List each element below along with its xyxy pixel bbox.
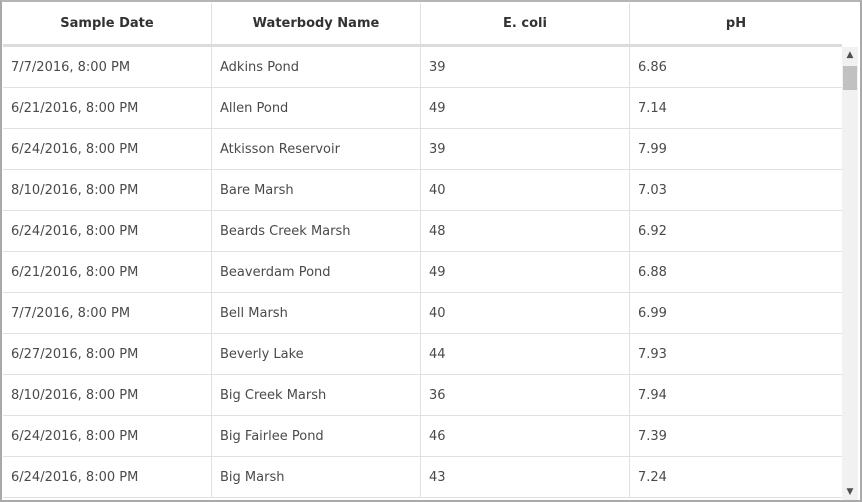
column-header-sample-date[interactable]: Sample Date (3, 3, 212, 44)
column-header-e-coli[interactable]: E. coli (421, 3, 630, 44)
cell-ph: 7.94 (638, 387, 667, 403)
cell-ph: 6.86 (638, 59, 667, 75)
table-body: 7/7/2016, 8:00 PM Adkins Pond 39 6.86 6/21/2… (3, 47, 842, 500)
cell-sample-date: 6/24/2016, 8:00 PM (3, 457, 212, 497)
cell-sample-date: 8/10/2016, 8:00 PM (3, 375, 212, 415)
cell-sample-date: 7/7/2016, 8:00 PM (3, 47, 212, 87)
cell-ph: 6.88 (638, 264, 667, 280)
cell-waterbody-name: Beards Creek Marsh (212, 211, 421, 251)
cell-sample-date: 8/10/2016, 8:00 PM (3, 170, 212, 210)
cell-e-coli: 36 (421, 375, 630, 415)
table-row[interactable]: 6/27/2016, 8:00 PM Beverly Lake 44 7.93 (3, 334, 842, 375)
table-row[interactable]: 6/24/2016, 8:00 PM Big Marsh 43 7.24 (3, 457, 842, 498)
cell-sample-date: 7/7/2016, 8:00 PM (3, 293, 212, 333)
cell-e-coli: 40 (421, 170, 630, 210)
cell-e-coli: 46 (421, 416, 630, 456)
cell-sample-date: 6/27/2016, 8:00 PM (3, 334, 212, 374)
cell-sample-date: 6/21/2016, 8:00 PM (3, 252, 212, 292)
chevron-down-icon[interactable]: ▼ (846, 487, 854, 497)
table-header: Sample Date Waterbody Name E. coli pH (3, 3, 842, 47)
cell-ph: 7.14 (638, 100, 667, 116)
scrollbar-thumb[interactable] (843, 66, 857, 90)
table-row[interactable]: 8/10/2016, 8:00 PM Bare Marsh 40 7.03 (3, 170, 842, 211)
cell-waterbody-name: Adkins Pond (212, 47, 421, 87)
cell-waterbody-name: Big Creek Marsh (212, 375, 421, 415)
cell-e-coli: 43 (421, 457, 630, 497)
cell-e-coli: 49 (421, 88, 630, 128)
cell-waterbody-name: Big Fairlee Pond (212, 416, 421, 456)
cell-e-coli: 49 (421, 252, 630, 292)
table-row[interactable]: 6/24/2016, 8:00 PM Atkisson Reservoir 39 7.… (3, 129, 842, 170)
cell-ph: 7.93 (638, 346, 667, 362)
table-row[interactable]: 6/24/2016, 8:00 PM Beards Creek Marsh 48 6.… (3, 211, 842, 252)
column-header-ph[interactable]: pH (725, 16, 747, 31)
cell-sample-date: 6/21/2016, 8:00 PM (3, 88, 212, 128)
cell-sample-date: 6/24/2016, 8:00 PM (3, 129, 212, 169)
cell-e-coli: 40 (421, 293, 630, 333)
cell-waterbody-name: Atkisson Reservoir (212, 129, 421, 169)
cell-ph: 6.92 (638, 223, 667, 239)
table-row[interactable]: 8/10/2016, 8:00 PM Big Creek Marsh 36 7.94 (3, 375, 842, 416)
cell-sample-date: 6/24/2016, 8:00 PM (3, 211, 212, 251)
cell-e-coli: 48 (421, 211, 630, 251)
chevron-up-icon[interactable]: ▲ (846, 50, 854, 60)
table-row[interactable]: 7/7/2016, 8:00 PM Adkins Pond 39 6.86 (3, 47, 842, 88)
table-row[interactable]: 7/7/2016, 8:00 PM Bell Marsh 40 6.99 (3, 293, 842, 334)
cell-waterbody-name: Beaverdam Pond (212, 252, 421, 292)
cell-e-coli: 44 (421, 334, 630, 374)
cell-ph: 7.99 (638, 141, 667, 157)
cell-e-coli: 39 (421, 47, 630, 87)
table-row[interactable]: 6/21/2016, 8:00 PM Allen Pond 49 7.14 (3, 88, 842, 129)
table-row[interactable]: 6/21/2016, 8:00 PM Beaverdam Pond 49 6.88 (3, 252, 842, 293)
cell-waterbody-name: Beverly Lake (212, 334, 421, 374)
cell-ph: 7.03 (638, 182, 667, 198)
cell-waterbody-name: Bell Marsh (212, 293, 421, 333)
table-row[interactable]: 6/24/2016, 8:00 PM Big Fairlee Pond 46 7.39 (3, 416, 842, 457)
cell-waterbody-name: Big Marsh (212, 457, 421, 497)
cell-waterbody-name: Allen Pond (212, 88, 421, 128)
cell-ph: 7.39 (638, 428, 667, 444)
cell-e-coli: 39 (421, 129, 630, 169)
cell-waterbody-name: Bare Marsh (212, 170, 421, 210)
cell-ph: 7.24 (638, 469, 667, 485)
cell-ph: 6.99 (638, 305, 667, 321)
column-header-waterbody-name[interactable]: Waterbody Name (212, 3, 421, 44)
vertical-scrollbar[interactable]: ▲ ▼ (842, 47, 858, 500)
cell-sample-date: 6/24/2016, 8:00 PM (3, 416, 212, 456)
